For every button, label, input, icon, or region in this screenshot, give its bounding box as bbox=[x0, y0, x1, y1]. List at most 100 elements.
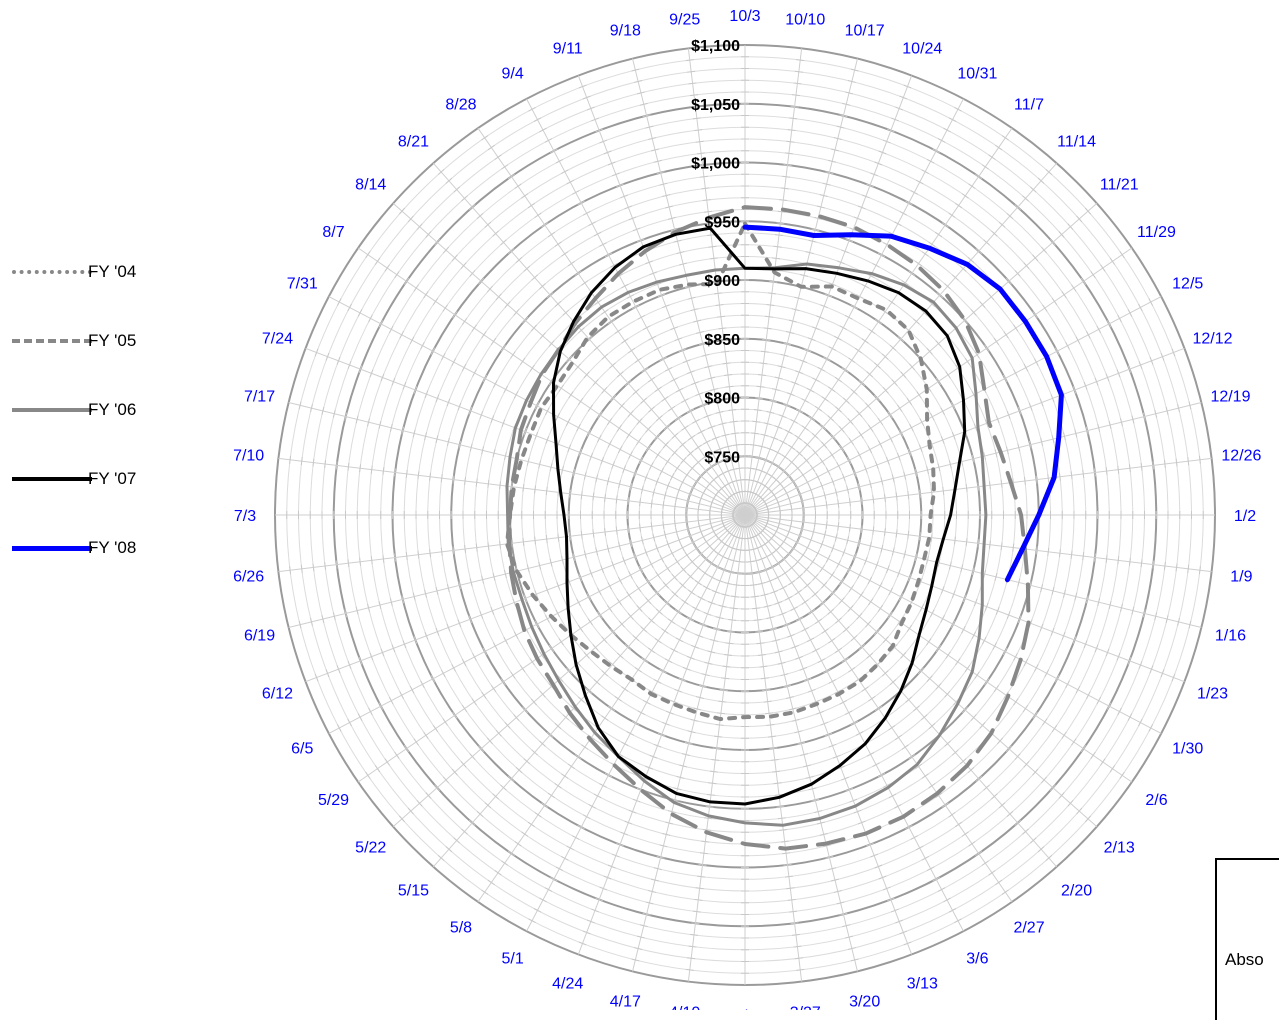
spoke-tick bbox=[798, 490, 802, 499]
spoke-tick bbox=[853, 809, 862, 814]
spoke-tick bbox=[857, 539, 861, 548]
spoke-tick bbox=[642, 912, 651, 916]
spoke-tick bbox=[696, 696, 705, 699]
spoke-tick bbox=[1100, 264, 1106, 272]
spoke-tick bbox=[460, 761, 467, 768]
spoke-tick bbox=[398, 815, 406, 823]
spoke-tick bbox=[970, 309, 977, 316]
spoke-tick bbox=[836, 901, 845, 905]
spoke-tick bbox=[378, 702, 384, 710]
spoke-tick bbox=[719, 688, 728, 691]
spoke-tick bbox=[755, 570, 764, 574]
spoke-tick bbox=[817, 367, 826, 372]
spoke-tick bbox=[811, 228, 820, 232]
spoke-tick bbox=[655, 415, 663, 422]
spoke-tick bbox=[774, 463, 782, 470]
spoke-tick bbox=[914, 260, 923, 267]
spoke-tick bbox=[522, 537, 525, 546]
spoke-tick bbox=[374, 765, 381, 773]
spoke-tick bbox=[858, 591, 864, 599]
spoke-tick bbox=[805, 478, 810, 487]
spoke-tick bbox=[756, 385, 765, 388]
spoke-tick bbox=[1171, 673, 1176, 682]
spoke-tick bbox=[808, 609, 816, 615]
spoke-tick bbox=[1075, 685, 1081, 694]
spoke-tick bbox=[961, 625, 966, 634]
spoke-tick bbox=[382, 467, 385, 476]
spoke-tick bbox=[828, 159, 837, 163]
spoke-tick bbox=[777, 661, 786, 665]
spoke-tick bbox=[1119, 251, 1125, 259]
spoke-tick bbox=[1042, 304, 1048, 312]
spoke-tick bbox=[1035, 475, 1038, 484]
spoke-tick bbox=[790, 544, 797, 552]
spoke-tick bbox=[704, 661, 713, 665]
spoke-tick bbox=[550, 148, 558, 154]
spoke-tick bbox=[828, 346, 837, 351]
spoke-tick bbox=[926, 555, 929, 564]
spoke-tick bbox=[611, 561, 616, 569]
spoke-tick bbox=[1001, 135, 1009, 141]
spoke-tick bbox=[557, 675, 564, 682]
spoke-tick bbox=[686, 408, 695, 414]
spoke-tick bbox=[401, 595, 405, 604]
spoke-tick bbox=[849, 798, 858, 803]
spoke-tick bbox=[668, 405, 676, 412]
spoke-tick bbox=[757, 445, 766, 448]
spoke-tick bbox=[842, 626, 850, 633]
spoke-tick bbox=[955, 658, 961, 666]
spoke-tick bbox=[940, 614, 945, 623]
spoke-tick bbox=[961, 193, 969, 199]
spoke-tick bbox=[786, 140, 795, 143]
spoke-tick bbox=[513, 309, 520, 316]
spoke-tick bbox=[857, 451, 862, 459]
spoke-tick bbox=[1127, 365, 1132, 374]
spoke-tick bbox=[735, 467, 744, 470]
spoke-tick bbox=[662, 441, 669, 449]
spoke-tick bbox=[368, 314, 373, 323]
spoke-tick bbox=[666, 315, 674, 320]
spoke-tick bbox=[1071, 284, 1077, 292]
spoke-tick bbox=[858, 643, 866, 650]
category-label: 7/17 bbox=[244, 388, 275, 405]
spoke-tick bbox=[344, 609, 348, 618]
spoke-tick bbox=[674, 688, 683, 693]
spoke-tick bbox=[794, 538, 800, 547]
spoke-tick bbox=[874, 461, 879, 469]
spoke-tick bbox=[732, 584, 741, 586]
spoke-tick bbox=[1006, 212, 1014, 219]
spoke-tick bbox=[819, 194, 828, 198]
spoke-tick bbox=[641, 657, 649, 663]
spoke-tick bbox=[928, 300, 936, 307]
spoke-tick bbox=[538, 460, 542, 469]
spoke-tick bbox=[781, 454, 789, 460]
spoke-tick bbox=[974, 671, 980, 679]
spoke-tick bbox=[461, 363, 467, 372]
spoke-tick bbox=[664, 458, 671, 466]
spoke-tick bbox=[798, 531, 802, 540]
spoke-tick bbox=[728, 409, 737, 411]
spoke-tick bbox=[481, 575, 485, 584]
legend-item: FY '05 bbox=[12, 331, 136, 351]
spoke-tick bbox=[529, 364, 535, 372]
spoke-tick bbox=[526, 564, 530, 573]
spoke-tick bbox=[539, 332, 546, 340]
spoke-tick bbox=[1023, 476, 1026, 486]
spoke-tick bbox=[510, 671, 516, 679]
spoke-tick bbox=[1083, 640, 1088, 649]
spoke-tick bbox=[577, 397, 584, 406]
spoke-tick bbox=[1000, 542, 1003, 551]
spoke-tick bbox=[634, 80, 643, 83]
spoke-tick bbox=[654, 433, 661, 441]
spoke-tick bbox=[839, 325, 848, 331]
spoke-tick bbox=[561, 555, 564, 564]
spoke-tick bbox=[817, 658, 826, 663]
spoke-tick bbox=[1080, 277, 1087, 285]
spoke-tick bbox=[831, 544, 835, 553]
spoke-tick bbox=[1119, 771, 1125, 779]
spoke-tick bbox=[694, 564, 702, 571]
spoke-tick bbox=[1022, 704, 1029, 713]
spoke-tick bbox=[1054, 347, 1060, 355]
spoke-tick bbox=[757, 582, 766, 585]
spoke-tick bbox=[800, 471, 806, 479]
